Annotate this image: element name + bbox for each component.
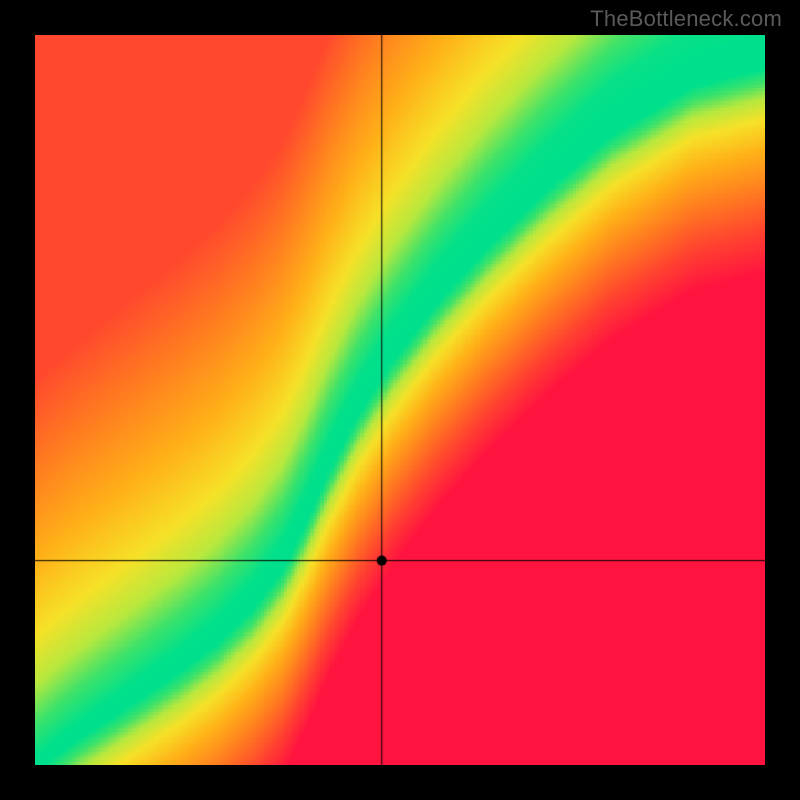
heatmap-canvas — [35, 35, 765, 765]
watermark-text: TheBottleneck.com — [590, 6, 782, 32]
heatmap-plot — [35, 35, 765, 765]
chart-container: TheBottleneck.com — [0, 0, 800, 800]
